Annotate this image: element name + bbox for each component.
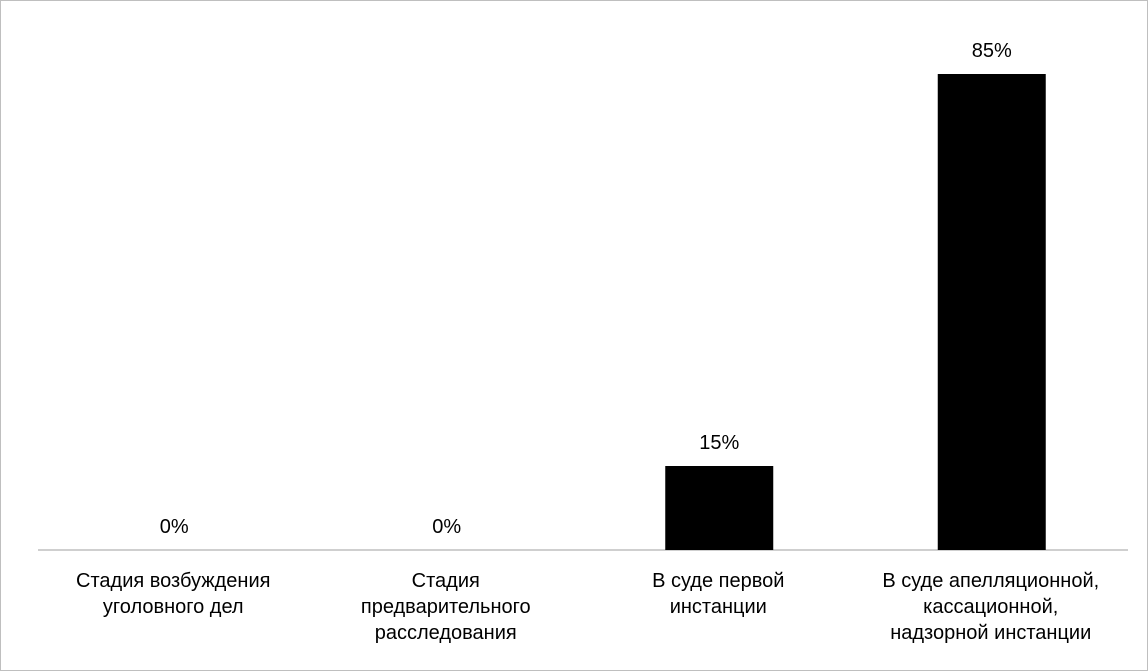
category-label-0: Стадия возбуждения уголовного дел <box>76 570 271 618</box>
data-label-3: 85% <box>972 40 1012 62</box>
data-label-0: 0% <box>160 516 189 538</box>
data-label-2: 15% <box>699 432 739 454</box>
bar-3 <box>937 74 1046 550</box>
data-label-1: 0% <box>432 516 461 538</box>
category-label-2: В суде первой инстанции <box>652 570 785 618</box>
category-label-3: В суде апелляционной, кассационной, надз… <box>882 570 1100 644</box>
category-label-1: Стадия предварительного расследования <box>360 570 531 644</box>
bar-2 <box>665 466 774 550</box>
